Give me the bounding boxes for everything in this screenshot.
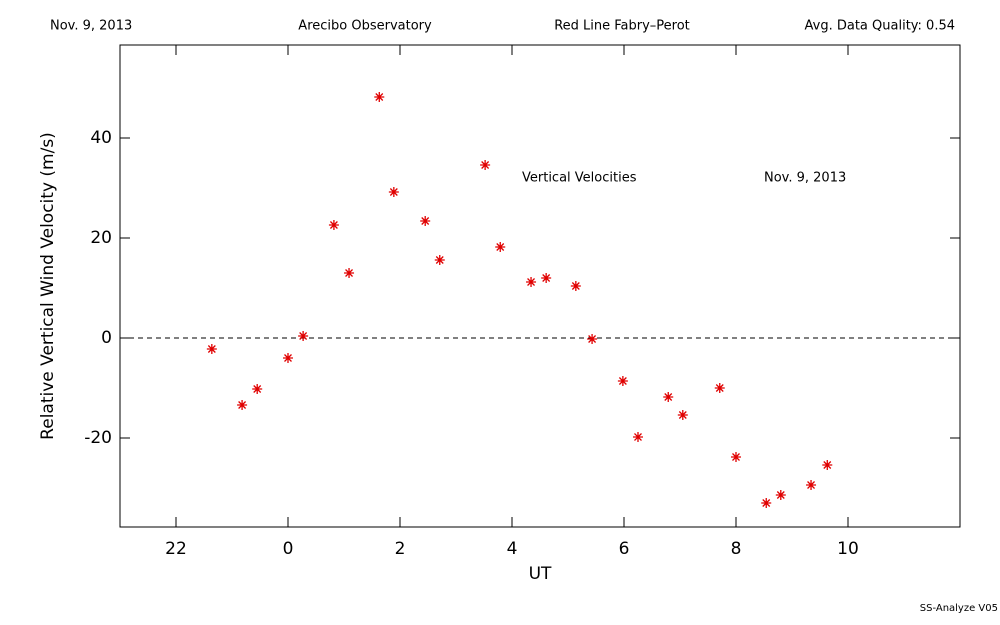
x-tick-label: 2 [395,539,406,559]
data-point [526,277,537,287]
header-date: Nov. 9, 2013 [50,19,132,34]
x-tick-label: 10 [837,539,859,559]
data-point [806,480,817,490]
data-point [434,255,445,265]
data-point [822,460,833,470]
x-axis-label: UT [529,564,552,584]
data-point [206,344,217,354]
plot-frame [119,44,961,528]
data-point [328,220,339,230]
x-tick-label: 6 [619,539,630,559]
data-point [237,400,248,410]
data-point [617,376,628,386]
x-tick-label: 0 [283,539,294,559]
header-quality: Avg. Data Quality: 0.54 [805,19,955,34]
annotation: Nov. 9, 2013 [764,171,846,186]
annotation: Vertical Velocities [522,171,637,186]
data-point [587,334,598,344]
data-point [663,392,674,402]
x-tick-label: 8 [731,539,742,559]
y-axis-label: Relative Vertical Wind Velocity (m/s) [38,132,58,440]
data-point [374,92,385,102]
data-point [714,383,725,393]
data-point [420,216,431,226]
data-point [541,273,552,283]
data-point [252,384,263,394]
x-tick-label: 4 [507,539,518,559]
data-point [677,410,688,420]
data-point [495,242,506,252]
data-point [298,331,309,341]
data-point [344,268,355,278]
data-point [480,160,491,170]
data-point [761,498,772,508]
y-tick-label: 20 [90,228,112,248]
x-tick-label: 22 [165,539,187,559]
data-point [570,281,581,291]
y-tick-label: 0 [101,328,112,348]
data-point [283,353,293,363]
y-tick-label: -20 [84,428,112,448]
data-point [775,490,786,500]
header-instrument: Red Line Fabry–Perot [554,19,690,34]
header-site: Arecibo Observatory [298,19,432,34]
data-point [633,432,643,442]
footer: SS-Analyze V05 [920,603,998,614]
y-tick-label: 40 [90,128,112,148]
data-point [388,187,399,197]
data-point [731,452,741,462]
